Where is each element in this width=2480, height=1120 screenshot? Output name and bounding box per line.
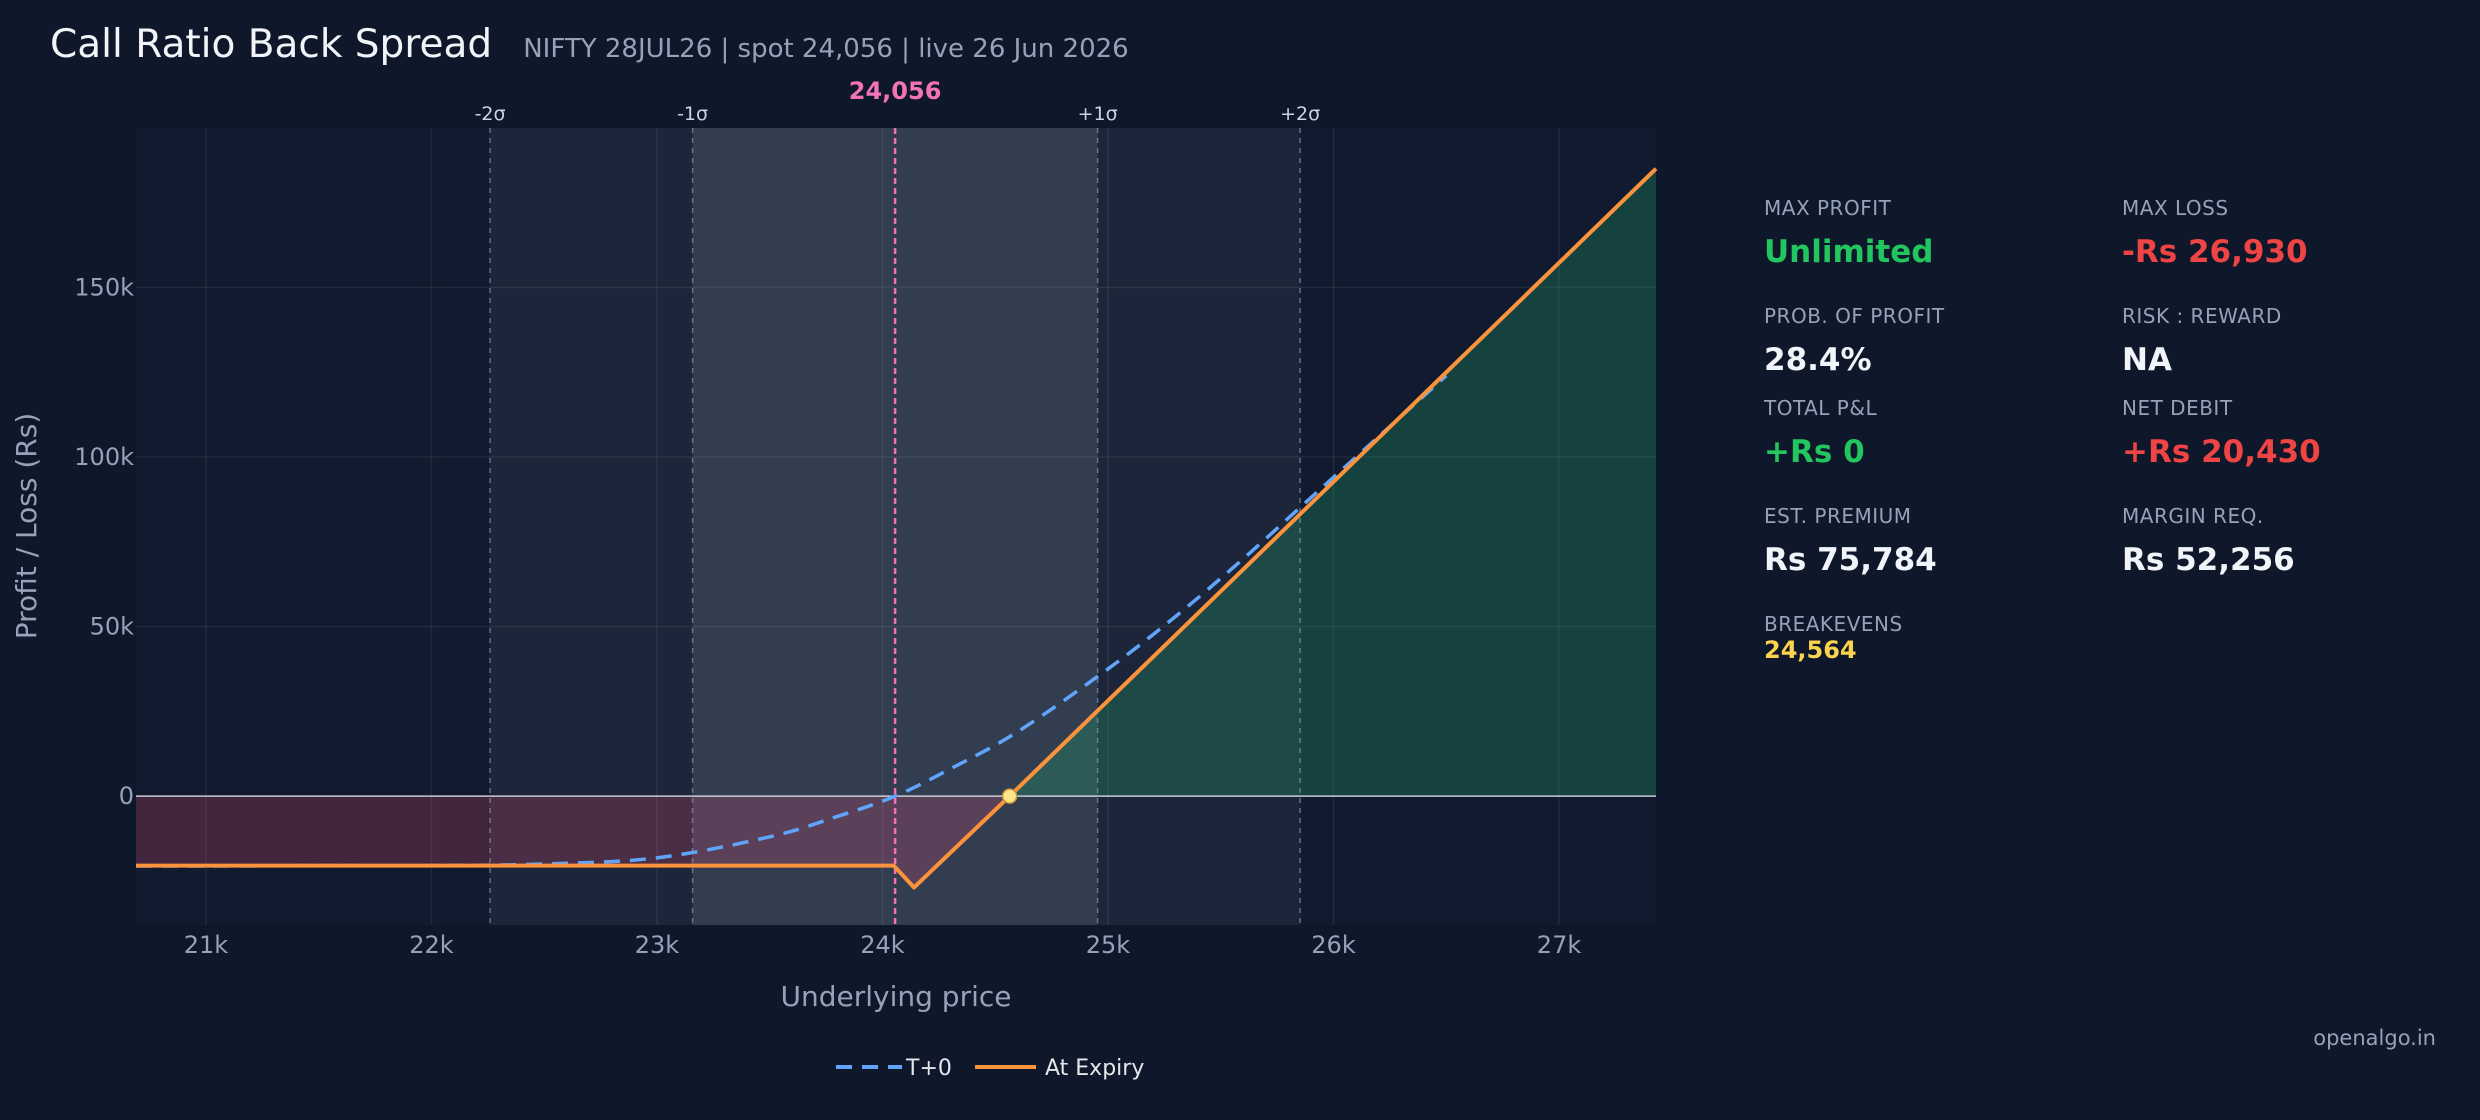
stats-panel: MAX PROFIT Unlimited MAX LOSS -Rs 26,930 PRO… — [1764, 196, 2464, 676]
series-line-expiry — [136, 167, 1658, 890]
stat-total-p-l: TOTAL P&L +Rs 0 — [1764, 396, 2104, 470]
stat-margin-req: MARGIN REQ. Rs 52,256 — [2122, 504, 2462, 578]
sigma-label: +1σ — [1078, 103, 1118, 125]
sigma-label: +2σ — [1280, 103, 1320, 125]
y-axis-title: Profit / Loss (Rs) — [10, 413, 43, 639]
spot-label: 24,056 — [849, 77, 942, 105]
y-tick-label: 0 — [119, 782, 134, 810]
legend-label-t0: T+0 — [905, 1056, 952, 1081]
stat-label: EST. PREMIUM — [1764, 504, 1912, 528]
x-tick-label: 21k — [184, 931, 229, 959]
stat-max-profit: MAX PROFIT Unlimited — [1764, 196, 2104, 270]
brand-watermark: openalgo.in — [2313, 1026, 2436, 1050]
legend-label-expiry: At Expiry — [1045, 1056, 1144, 1081]
stat-label: RISK : REWARD — [2122, 304, 2282, 328]
stat-value: Unlimited — [1764, 234, 1934, 270]
stat-value: 28.4% — [1764, 342, 1872, 378]
stat-label: NET DEBIT — [2122, 396, 2233, 420]
y-tick-label: 50k — [90, 613, 135, 641]
breakeven-marker — [1001, 788, 1018, 804]
stat-est-premium: EST. PREMIUM Rs 75,784 — [1764, 504, 2104, 578]
y-tick-label: 150k — [74, 273, 134, 301]
chart-header: Call Ratio Back Spread NIFTY 28JUL26 | s… — [50, 22, 1129, 67]
x-tick-label: 26k — [1311, 931, 1356, 959]
x-tick-label: 24k — [860, 931, 905, 959]
stat-label: MAX LOSS — [2122, 196, 2229, 220]
x-tick-label: 27k — [1537, 931, 1582, 959]
x-axis-title: Underlying price — [781, 980, 1012, 1013]
stat-breakevens: BREAKEVENS 24,564 — [1764, 612, 2104, 664]
stat-value: -Rs 26,930 — [2122, 234, 2308, 270]
stat-max-loss: MAX LOSS -Rs 26,930 — [2122, 196, 2462, 270]
x-tick-label: 22k — [409, 931, 454, 959]
payoff-chart: -2σ -1σ +1σ +2σ 24,056 21k 22k 23k 24k 25k 26k 27k 0… — [10, 77, 1658, 1081]
stat-label: PROB. OF PROFIT — [1764, 304, 1945, 328]
x-tick-label: 23k — [635, 931, 680, 959]
stat-label: BREAKEVENS — [1764, 612, 1903, 636]
series-line-t0 — [135, 374, 1448, 868]
stat-label: TOTAL P&L — [1764, 396, 1878, 420]
stat-value: Rs 75,784 — [1764, 542, 1937, 578]
x-tick-label: 25k — [1086, 931, 1131, 959]
page-title: Call Ratio Back Spread — [50, 22, 493, 67]
stat-label: MARGIN REQ. — [2122, 504, 2264, 528]
sigma-label: -1σ — [677, 103, 708, 125]
stat-prob-of-profit: PROB. OF PROFIT 28.4% — [1764, 304, 2104, 378]
stat-value: NA — [2122, 342, 2172, 378]
stat-value: +Rs 20,430 — [2122, 434, 2321, 470]
breakeven-value: 24,564 — [1764, 636, 1857, 664]
stat-net-debit: NET DEBIT +Rs 20,430 — [2122, 396, 2462, 470]
stat-value: +Rs 0 — [1764, 434, 1865, 470]
stat-value: Rs 52,256 — [2122, 542, 2295, 578]
stat-label: MAX PROFIT — [1764, 196, 1892, 220]
y-tick-label: 100k — [74, 443, 134, 471]
stat-risk-reward: RISK : REWARD NA — [2122, 304, 2462, 378]
page-subtitle: NIFTY 28JUL26 | spot 24,056 | live 26 Ju… — [523, 34, 1129, 64]
sigma-label: -2σ — [475, 103, 506, 125]
